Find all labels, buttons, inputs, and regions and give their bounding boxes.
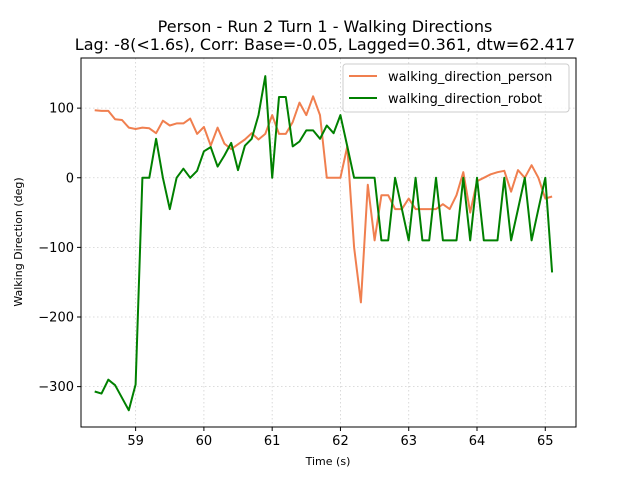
plot-area: 59 60 61 62 63 64 65 −300 −200 −100 0 100 (38, 57, 577, 449)
x-axis-label: Time (s) (305, 455, 351, 468)
y-tick-label: −300 (38, 380, 74, 395)
chart-title: Person - Run 2 Turn 1 - Walking Directio… (158, 17, 493, 36)
x-tick-label: 65 (537, 434, 554, 449)
legend: walking_direction_person walking_directi… (342, 63, 570, 113)
plot-background (81, 58, 576, 427)
y-tick-label: 0 (66, 171, 74, 186)
x-tick-label: 63 (400, 434, 417, 449)
chart-subtitle: Lag: -8(<1.6s), Corr: Base=-0.05, Lagged… (75, 35, 575, 54)
x-tick-label: 61 (264, 434, 281, 449)
legend-box (342, 63, 570, 113)
y-tick-label: −200 (38, 310, 74, 325)
y-axis-ticks: −300 −200 −100 0 100 (38, 102, 81, 395)
x-tick-label: 60 (196, 434, 213, 449)
x-tick-label: 62 (332, 434, 349, 449)
series-layer (94, 75, 554, 412)
series-line-robot (94, 75, 554, 412)
x-axis-ticks: 59 60 61 62 63 64 65 (127, 427, 554, 449)
legend-label-robot: walking_direction_robot (388, 92, 542, 107)
y-axis-label: Walking Direction (deg) (12, 177, 25, 306)
legend-label-person: walking_direction_person (388, 70, 552, 85)
x-tick-label: 59 (127, 434, 144, 449)
x-tick-label: 64 (469, 434, 486, 449)
y-tick-label: 100 (49, 102, 74, 117)
y-tick-label: −100 (38, 241, 74, 256)
plot-frame (80, 57, 577, 428)
